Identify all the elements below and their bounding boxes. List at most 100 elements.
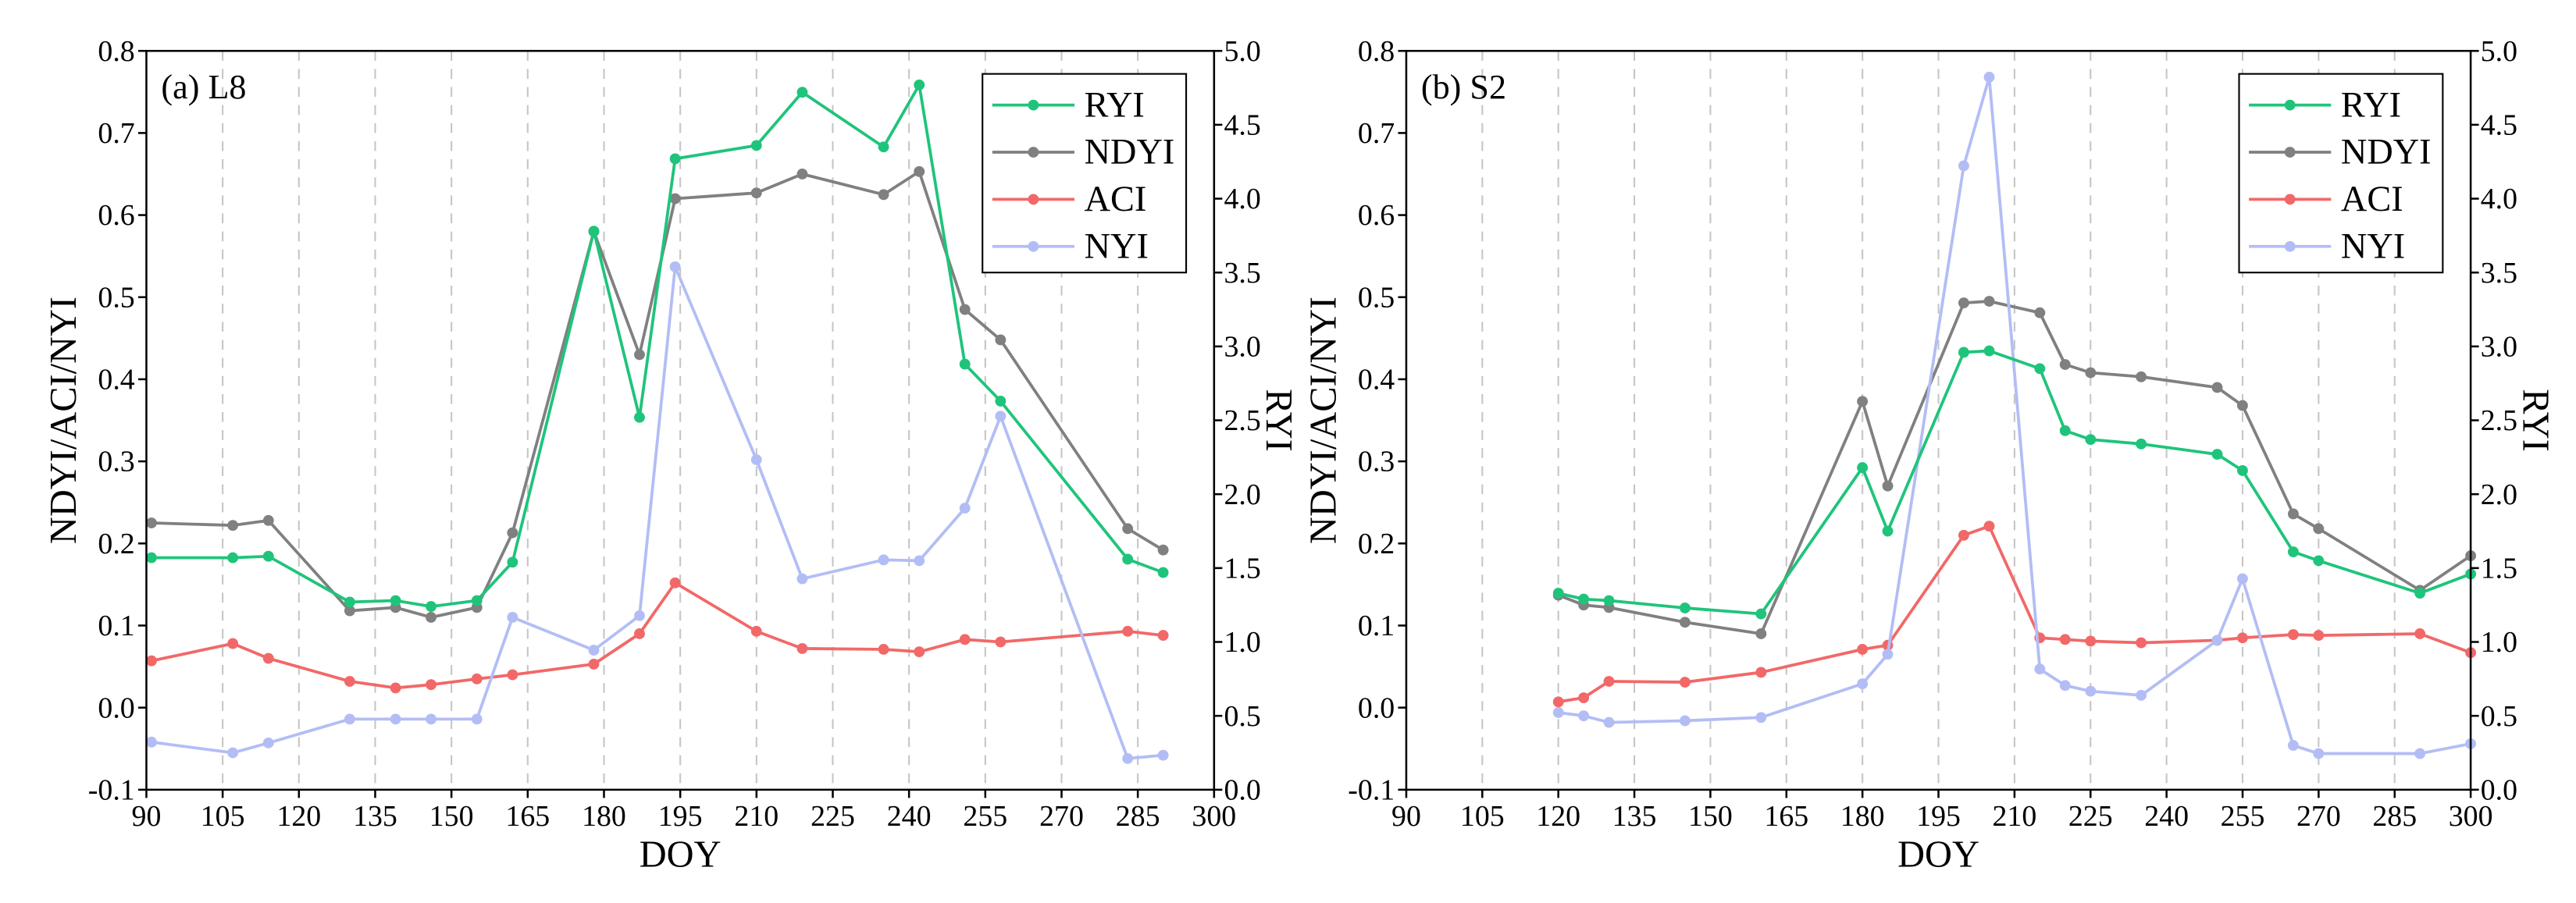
legend-item-aci: ACI: [992, 180, 1146, 219]
aci-line: [151, 581, 1163, 690]
legend-swatch-marker: [2284, 240, 2296, 252]
nyi-point: [2136, 689, 2147, 701]
y-tick-label: 0.3: [1358, 446, 1395, 478]
y-tick-label: 0.3: [98, 446, 134, 478]
ndyi-point: [426, 612, 436, 623]
y-tick-label: 0.1: [98, 610, 134, 642]
legend-box: [2238, 73, 2444, 274]
legend-box: [982, 73, 1188, 274]
legend-label: NYI: [2341, 226, 2405, 266]
panel-label: (a) L8: [161, 68, 246, 106]
panel-label: (b) S2: [1421, 68, 1506, 106]
aci-point: [2287, 629, 2299, 640]
ryi-point: [878, 141, 889, 153]
nyi-point: [1882, 649, 1894, 660]
ryi-series: [146, 79, 1169, 613]
aci-point: [1157, 630, 1169, 642]
aci-point: [1578, 692, 1590, 703]
nyi-point: [2085, 685, 2097, 697]
ndyi-point: [750, 187, 762, 199]
x-tick-label: 150: [1688, 800, 1733, 833]
legend-swatch-marker: [1028, 194, 1039, 205]
x-tick-label: 225: [2068, 800, 2113, 833]
nyi-point: [1958, 160, 1969, 172]
nyi-line: [151, 265, 1163, 760]
y-tick-label: 0.5: [1358, 281, 1395, 314]
y2-tick-label: 0.5: [2481, 700, 2517, 733]
ndyi-point: [1958, 297, 1969, 309]
x-tick-label: 255: [2221, 800, 2265, 833]
ryi-point: [507, 556, 518, 568]
y2-tick-label: 5.0: [2481, 35, 2517, 68]
nyi-point: [959, 503, 971, 514]
x-tick-label: 240: [887, 800, 932, 833]
nyi-point: [2414, 748, 2426, 759]
ndyi-point: [914, 165, 925, 177]
legend-label: NYI: [1085, 226, 1149, 266]
ryi-point: [2136, 438, 2147, 450]
nyi-point: [796, 573, 808, 585]
ryi-point: [796, 87, 808, 98]
ndyi-point: [262, 514, 274, 526]
x-axis-title: DOY: [1897, 834, 1979, 876]
y2-tick-label: 1.0: [1224, 626, 1260, 659]
ndyi-point: [2313, 523, 2325, 535]
y2-tick-label: 0.0: [1224, 773, 1260, 806]
aci-point: [1958, 529, 1969, 541]
y2-tick-label: 2.0: [2481, 478, 2517, 511]
legend: RYI NDYI ACI NYI: [982, 73, 1188, 274]
ndyi-point: [634, 349, 645, 361]
ryi-point: [227, 552, 239, 563]
ryi-point: [2313, 555, 2325, 567]
ndyi-series: [146, 165, 1169, 623]
ndyi-point: [995, 334, 1007, 346]
legend-item-nyi: NYI: [2249, 226, 2405, 266]
x-tick-label: 165: [1764, 800, 1808, 833]
ryi-point: [1122, 553, 1134, 565]
nyi-point: [1578, 710, 1590, 722]
y2-tick-label: 4.0: [2481, 183, 2517, 215]
y-axis-title-left: NDYI/ACI/NYI: [1303, 297, 1345, 544]
aci-point: [669, 577, 681, 588]
aci-point: [1983, 521, 1995, 532]
y2-tick-label: 2.0: [1224, 478, 1260, 511]
ndyi-point: [959, 304, 971, 315]
ryi-point: [2287, 546, 2299, 557]
y-tick-label: 0.1: [1358, 610, 1395, 642]
ndyi-point: [2287, 508, 2299, 520]
nyi-point: [1122, 752, 1134, 764]
y-tick-label: 0.2: [1358, 528, 1395, 560]
y-tick-label: 0.0: [98, 691, 134, 724]
x-tick-label: 300: [2449, 800, 2493, 833]
ryi-point: [426, 601, 436, 613]
ryi-point: [2414, 588, 2426, 599]
y-tick-label: 0.7: [98, 117, 134, 150]
legend: RYI NDYI ACI NYI: [2238, 73, 2444, 274]
ryi-point: [914, 79, 925, 91]
aci-point: [959, 634, 971, 645]
aci-point: [262, 652, 274, 664]
y-axis-title-left: NDYI/ACI/NYI: [43, 297, 84, 544]
nyi-point: [1857, 678, 1869, 690]
y-tick-label: 0.0: [1358, 691, 1395, 724]
ryi-point: [2236, 464, 2248, 476]
nyi-point: [2059, 680, 2071, 691]
ryi-point: [1578, 593, 1590, 605]
legend-item-ndyi: NDYI: [2249, 133, 2432, 172]
chart-panel-b: 90 105 120 135 150 165 180 195 210 225 240 255 270 28…: [1303, 35, 2556, 876]
nyi-point: [507, 612, 518, 623]
aci-point: [2414, 628, 2426, 639]
nyi-point: [1755, 712, 1767, 723]
nyi-point: [227, 747, 239, 759]
ndyi-point: [2085, 367, 2097, 379]
y-tick-label: 0.8: [98, 35, 134, 68]
nyi-point: [390, 713, 401, 725]
aci-point: [878, 644, 889, 655]
nyi-point: [878, 554, 889, 566]
y-tick-label: 0.6: [98, 199, 134, 232]
aci-point: [1603, 676, 1615, 687]
ryi-point: [959, 358, 971, 370]
nyi-point: [588, 645, 600, 656]
legend-label: NDYI: [2341, 133, 2432, 172]
ryi-point: [1680, 603, 1691, 613]
